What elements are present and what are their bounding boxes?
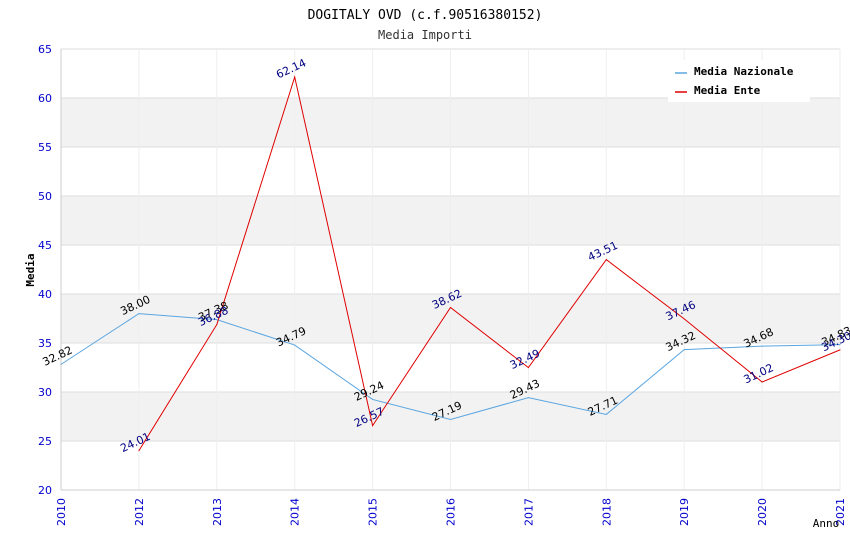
legend-label-media-nazionale: Media Nazionale: [694, 65, 794, 78]
axes: 20 25 30 35 40 45 50 55 60 65 2010 2012 2013 2014 2015…: [38, 43, 847, 526]
data-point: [294, 344, 296, 346]
y-tick-label: 50: [38, 190, 52, 203]
x-tick-label: 2021: [834, 498, 847, 526]
x-tick-label: 2013: [211, 498, 224, 526]
y-tick-label: 30: [38, 386, 52, 399]
data-point: [60, 363, 62, 365]
y-tick-label: 60: [38, 92, 52, 105]
x-tick-label: 2010: [55, 498, 68, 526]
y-tick-label: 40: [38, 288, 52, 301]
series-line-media-ente: [138, 75, 841, 451]
data-point: [605, 413, 607, 415]
x-tick-label: 2015: [367, 498, 380, 526]
x-tick-label: 2014: [289, 498, 302, 526]
data-label: 31.02: [742, 361, 776, 386]
data-point: [761, 381, 763, 383]
series-lines: [60, 75, 841, 452]
y-tick-label: 25: [38, 435, 52, 448]
data-point: [527, 397, 529, 399]
y-tick-label: 55: [38, 141, 52, 154]
y-tick-label: 35: [38, 337, 52, 350]
data-point: [372, 425, 374, 427]
data-point: [761, 345, 763, 347]
y-axis-label: Media: [24, 253, 37, 286]
x-tick-label: 2018: [600, 498, 613, 526]
data-point: [839, 344, 841, 346]
data-point: [294, 76, 296, 78]
y-tick-label: 45: [38, 239, 52, 252]
data-label: 32.49: [508, 347, 542, 372]
legend-box: [668, 60, 810, 102]
data-point: [683, 349, 685, 351]
data-point: [450, 419, 451, 421]
x-tick-label: 2012: [133, 498, 146, 526]
data-point: [138, 450, 140, 452]
x-axis-label: Anno: [813, 517, 840, 530]
legend-label-media-ente: Media Ente: [694, 84, 761, 97]
data-point: [839, 349, 841, 351]
x-tick-label: 2016: [445, 498, 458, 526]
x-tick-label: 2019: [678, 498, 691, 526]
data-point: [683, 318, 685, 320]
x-tick-label: 2020: [756, 498, 769, 526]
data-point: [138, 313, 140, 315]
y-tick-label: 65: [38, 43, 52, 56]
chart-title: DOGITALY OVD (c.f.90516380152): [308, 8, 543, 23]
data-label: 62.14: [274, 56, 308, 81]
chart-subtitle: Media Importi: [378, 28, 472, 42]
x-tick-label: 2017: [522, 498, 535, 526]
y-tick-label: 20: [38, 484, 52, 497]
data-point: [216, 319, 218, 321]
legend: Media Nazionale Media Ente: [668, 60, 810, 102]
data-point: [605, 259, 607, 261]
data-point: [527, 367, 529, 369]
data-point: [372, 398, 374, 400]
data-point: [450, 307, 451, 309]
data-point: [216, 324, 218, 326]
